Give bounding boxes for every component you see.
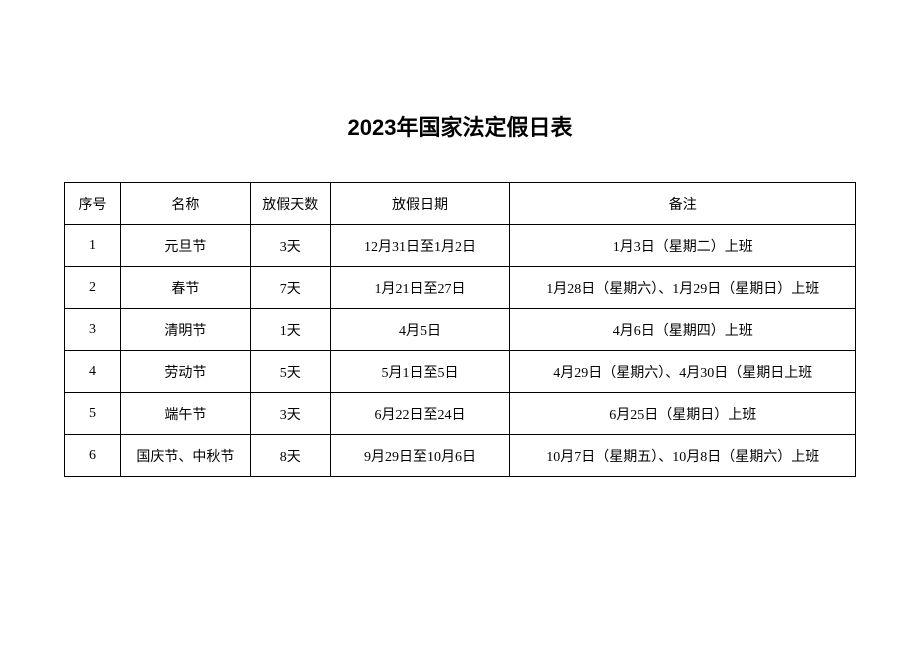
table-row: 3 清明节 1天 4月5日 4月6日（星期四）上班 xyxy=(65,309,856,351)
cell-days: 1天 xyxy=(250,309,330,351)
cell-dates: 5月1日至5日 xyxy=(330,351,510,393)
cell-days: 5天 xyxy=(250,351,330,393)
cell-dates: 12月31日至1月2日 xyxy=(330,225,510,267)
col-header-dates: 放假日期 xyxy=(330,183,510,225)
cell-seq: 4 xyxy=(65,351,121,393)
cell-dates: 4月5日 xyxy=(330,309,510,351)
cell-days: 8天 xyxy=(250,435,330,477)
table-row: 5 端午节 3天 6月22日至24日 6月25日（星期日）上班 xyxy=(65,393,856,435)
cell-notes: 4月6日（星期四）上班 xyxy=(510,309,856,351)
cell-notes: 10月7日（星期五）、10月8日（星期六）上班 xyxy=(510,435,856,477)
table-header-row: 序号 名称 放假天数 放假日期 备注 xyxy=(65,183,856,225)
table-row: 6 国庆节、中秋节 8天 9月29日至10月6日 10月7日（星期五）、10月8… xyxy=(65,435,856,477)
cell-name: 劳动节 xyxy=(120,351,250,393)
cell-seq: 2 xyxy=(65,267,121,309)
cell-days: 3天 xyxy=(250,225,330,267)
cell-dates: 1月21日至27日 xyxy=(330,267,510,309)
cell-notes: 4月29日（星期六）、4月30日（星期日上班 xyxy=(510,351,856,393)
cell-notes: 1月3日（星期二）上班 xyxy=(510,225,856,267)
table-row: 1 元旦节 3天 12月31日至1月2日 1月3日（星期二）上班 xyxy=(65,225,856,267)
cell-seq: 3 xyxy=(65,309,121,351)
cell-name: 春节 xyxy=(120,267,250,309)
cell-name: 端午节 xyxy=(120,393,250,435)
cell-name: 清明节 xyxy=(120,309,250,351)
cell-notes: 1月28日（星期六）、1月29日（星期日）上班 xyxy=(510,267,856,309)
cell-name: 国庆节、中秋节 xyxy=(120,435,250,477)
cell-dates: 6月22日至24日 xyxy=(330,393,510,435)
col-header-seq: 序号 xyxy=(65,183,121,225)
cell-days: 7天 xyxy=(250,267,330,309)
cell-notes: 6月25日（星期日）上班 xyxy=(510,393,856,435)
cell-days: 3天 xyxy=(250,393,330,435)
cell-dates: 9月29日至10月6日 xyxy=(330,435,510,477)
cell-seq: 5 xyxy=(65,393,121,435)
holiday-table: 序号 名称 放假天数 放假日期 备注 1 元旦节 3天 12月31日至1月2日 … xyxy=(64,182,856,477)
cell-seq: 1 xyxy=(65,225,121,267)
cell-seq: 6 xyxy=(65,435,121,477)
col-header-notes: 备注 xyxy=(510,183,856,225)
table-row: 4 劳动节 5天 5月1日至5日 4月29日（星期六）、4月30日（星期日上班 xyxy=(65,351,856,393)
col-header-days: 放假天数 xyxy=(250,183,330,225)
table-row: 2 春节 7天 1月21日至27日 1月28日（星期六）、1月29日（星期日）上… xyxy=(65,267,856,309)
page-title: 2023年国家法定假日表 xyxy=(348,110,573,142)
col-header-name: 名称 xyxy=(120,183,250,225)
cell-name: 元旦节 xyxy=(120,225,250,267)
